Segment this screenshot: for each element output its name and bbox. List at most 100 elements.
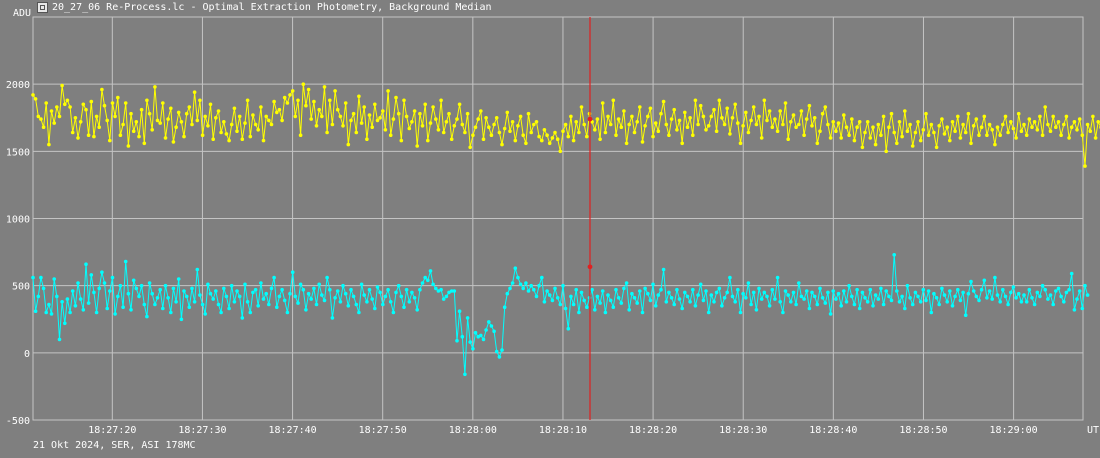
series-2-point — [70, 289, 75, 293]
series-2-point — [950, 304, 955, 308]
series-1-point — [744, 110, 748, 115]
series-1-point — [555, 137, 560, 141]
series-2-point — [479, 333, 483, 338]
series-1-point — [683, 110, 687, 115]
series-2-point — [277, 294, 282, 299]
series-2-point — [903, 306, 907, 311]
series-2-point — [847, 283, 851, 288]
series-1-point — [818, 129, 822, 133]
series-2-point — [237, 294, 242, 299]
series-2-point — [1035, 290, 1040, 295]
series-2-point — [767, 304, 772, 308]
series-2-point — [661, 267, 666, 272]
series-1-point — [865, 120, 870, 124]
app-window-icon[interactable] — [37, 2, 48, 13]
series-2-point — [505, 291, 510, 296]
series-1-point — [664, 122, 669, 127]
series-2-point — [367, 287, 372, 292]
series-2-point — [492, 329, 496, 334]
series-2-point — [269, 286, 274, 291]
series-1-point — [794, 125, 798, 129]
series-1-point — [598, 137, 602, 141]
series-1-point — [736, 121, 740, 125]
series-2-point — [664, 300, 669, 304]
series-2-point — [857, 306, 862, 311]
series-2-point — [770, 287, 775, 292]
series-1-point — [362, 105, 367, 109]
series-2-point — [123, 259, 128, 264]
series-2-point — [211, 297, 215, 301]
series-1-point — [1083, 164, 1087, 168]
series-1-point — [335, 107, 340, 112]
series-2-point — [876, 297, 881, 301]
series-2-point — [444, 294, 449, 299]
window-title: 20_27_06 Re-Process.lc - Optimal Extract… — [52, 2, 492, 13]
series-2-point — [540, 275, 544, 280]
series-2-point — [1080, 306, 1085, 311]
series-2-point — [121, 305, 125, 310]
series-1-point — [1001, 122, 1005, 127]
series-2-point — [31, 275, 35, 280]
series-1-point — [714, 129, 719, 133]
series-1-point — [439, 98, 443, 103]
series-2-point — [990, 297, 994, 301]
series-2-point — [328, 287, 332, 292]
series-2-point — [733, 300, 737, 304]
series-2-point — [704, 289, 708, 293]
series-2-point — [717, 286, 722, 291]
series-1-point — [298, 133, 303, 137]
series-2-point — [261, 297, 266, 301]
series-1-point — [320, 114, 324, 119]
series-2-point — [145, 314, 149, 319]
series-2-point — [449, 289, 454, 293]
series-1-point — [471, 133, 475, 137]
series-1-point — [712, 107, 716, 112]
series-2-point — [754, 308, 759, 312]
series-1-point — [290, 89, 295, 93]
series-1-point — [826, 122, 830, 127]
series-2-point — [741, 291, 745, 296]
series-1-point — [807, 103, 812, 108]
x-tick-label: 18:28:30 — [719, 425, 767, 436]
series-2-point — [995, 293, 1000, 297]
series-2-point — [963, 313, 968, 318]
series-2-point — [1001, 287, 1005, 292]
series-2-point — [333, 296, 337, 300]
series-2-point — [691, 287, 695, 292]
series-2-point — [751, 290, 756, 295]
series-2-point — [839, 304, 843, 308]
series-2-point — [929, 310, 934, 315]
series-1-point — [457, 102, 462, 107]
series-2-point — [49, 312, 54, 316]
series-2-point — [529, 283, 533, 288]
series-2-point — [441, 297, 446, 301]
series-2-point — [267, 302, 271, 307]
x-tick-label: 18:27:20 — [88, 425, 136, 436]
series-2-point — [169, 310, 173, 315]
series-2-point — [836, 291, 841, 296]
series-2-point — [174, 300, 178, 304]
series-1-point — [78, 120, 83, 124]
series-2-point — [346, 304, 351, 308]
series-2-point — [892, 253, 896, 257]
series-1-point — [842, 113, 846, 117]
series-2-point — [394, 290, 398, 295]
series-2-point — [595, 294, 600, 299]
series-1-point — [166, 117, 170, 121]
series-1-point — [240, 137, 245, 141]
series-1-point — [585, 134, 589, 139]
series-2-point — [508, 286, 512, 291]
series-2-point — [611, 305, 616, 310]
series-1-point — [561, 129, 565, 133]
series-1-point — [871, 125, 875, 129]
series-1-point — [1038, 114, 1042, 119]
series-1-point — [677, 118, 682, 123]
series-1-point — [200, 133, 205, 137]
series-1-point — [391, 117, 396, 121]
series-2-point — [428, 269, 433, 273]
series-2-point — [375, 285, 380, 289]
series-2-point — [487, 320, 491, 324]
series-2-point — [855, 287, 859, 292]
series-2-point — [1077, 289, 1082, 293]
